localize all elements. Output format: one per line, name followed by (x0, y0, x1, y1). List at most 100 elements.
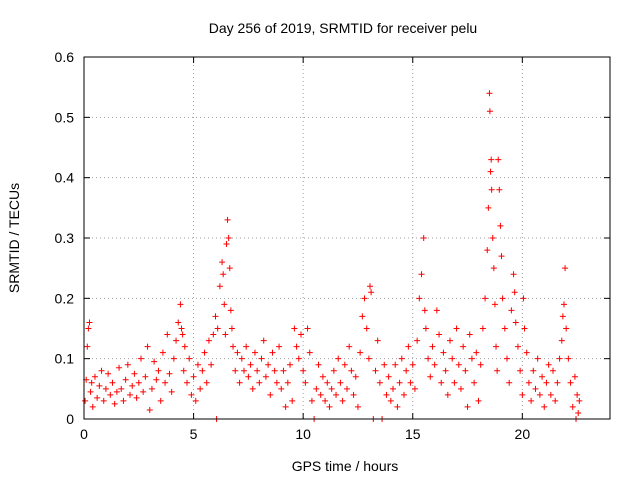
data-point (91, 373, 98, 380)
y-tick-label: 0.4 (55, 170, 75, 186)
data-point (418, 271, 425, 278)
data-point (543, 379, 550, 386)
data-point (383, 391, 390, 398)
data-point (348, 367, 355, 374)
data-point (367, 283, 374, 290)
data-point (558, 337, 565, 344)
data-point (494, 367, 501, 374)
data-point (326, 403, 333, 410)
data-point (429, 343, 436, 350)
data-point (501, 325, 508, 332)
data-point (324, 379, 331, 386)
data-point (488, 156, 495, 163)
data-point (190, 373, 197, 380)
data-point (436, 331, 443, 338)
data-point (203, 379, 210, 386)
y-tick-label: 0 (66, 411, 74, 427)
data-point (574, 391, 581, 398)
data-point (127, 391, 134, 398)
data-point (197, 385, 204, 392)
data-point (164, 331, 171, 338)
data-point (361, 295, 368, 302)
data-point (559, 313, 566, 320)
data-point (89, 403, 96, 410)
data-point (254, 367, 261, 374)
data-point (341, 361, 348, 368)
data-point (148, 385, 155, 392)
data-point (554, 379, 561, 386)
data-point (485, 204, 492, 211)
data-point (262, 373, 269, 380)
data-point (539, 373, 546, 380)
data-point (479, 325, 486, 332)
data-point (556, 355, 563, 362)
axis-ticks (83, 56, 610, 420)
data-point (409, 361, 416, 368)
data-point (468, 355, 475, 362)
data-point (96, 382, 103, 389)
data-point (453, 325, 460, 332)
data-point (444, 391, 451, 398)
data-point (440, 349, 447, 356)
data-point (236, 379, 243, 386)
data-point (411, 385, 418, 392)
data-point (372, 367, 379, 374)
data-point (438, 379, 445, 386)
data-point (514, 343, 521, 350)
data-point (350, 391, 357, 398)
data-point (396, 379, 403, 386)
data-point (212, 313, 219, 320)
data-point (135, 379, 142, 386)
data-point (124, 361, 131, 368)
data-point (214, 325, 221, 332)
x-axis-label: GPS time / hours (292, 458, 399, 474)
data-point (251, 349, 258, 356)
data-point (238, 355, 245, 362)
data-point (162, 379, 169, 386)
data-point (447, 337, 454, 344)
data-point (180, 367, 187, 374)
data-point (86, 319, 93, 326)
data-point (287, 361, 294, 368)
data-point (385, 373, 392, 380)
data-point (339, 397, 346, 404)
data-point (181, 343, 188, 350)
data-point (300, 367, 307, 374)
data-point (550, 367, 557, 374)
data-point (416, 295, 423, 302)
x-tick-label: 5 (190, 426, 198, 442)
data-point (475, 397, 482, 404)
data-point (232, 367, 239, 374)
data-point (276, 343, 283, 350)
data-point (151, 358, 158, 365)
data-point (293, 343, 300, 350)
data-point (224, 216, 231, 223)
data-point (186, 355, 193, 362)
data-point (319, 373, 326, 380)
data-point (173, 337, 180, 344)
data-point (133, 394, 140, 401)
data-point (486, 90, 493, 97)
data-point (346, 343, 353, 350)
data-point (451, 379, 458, 386)
data-point (170, 355, 177, 362)
data-point (486, 108, 493, 115)
data-point (168, 388, 175, 395)
data-point (225, 235, 232, 241)
data-point (184, 379, 191, 386)
data-point (111, 400, 118, 407)
data-point (265, 361, 272, 368)
data-point (100, 397, 107, 404)
data-point (499, 295, 506, 302)
data-point (118, 385, 125, 392)
data-point (517, 367, 524, 374)
data-point (466, 331, 473, 338)
data-point (333, 391, 340, 398)
data-point (227, 307, 234, 314)
data-point (105, 370, 112, 377)
data-point (271, 367, 278, 374)
data-point (433, 307, 440, 314)
data-point (482, 295, 489, 302)
data-point (490, 265, 497, 272)
